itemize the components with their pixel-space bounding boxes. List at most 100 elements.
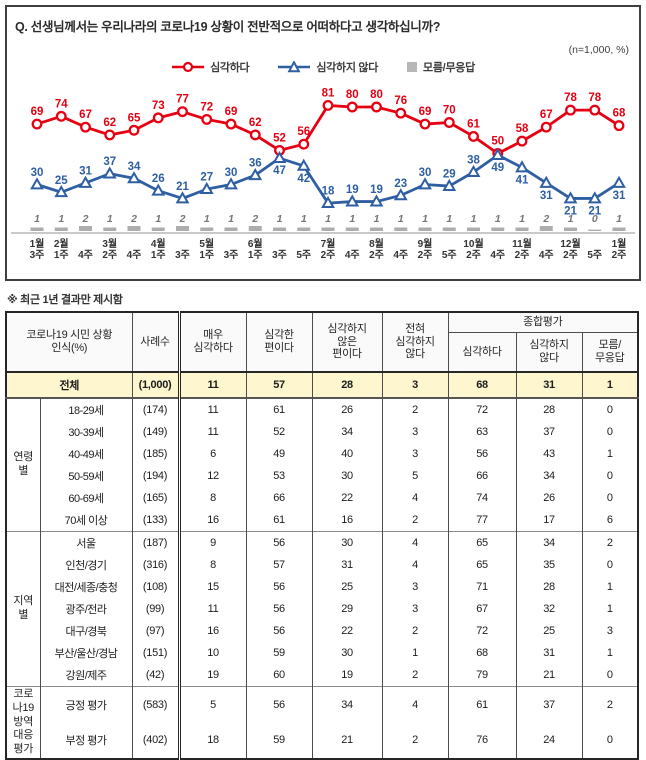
row-value: 53 [245,465,313,487]
svg-text:1월: 1월 [612,238,627,250]
row-value: 25 [515,620,583,642]
header-somewhat-serious: 심각한 편이다 [245,311,313,372]
svg-text:77: 77 [176,94,189,106]
row-value: 16 [177,620,247,642]
header-respondent-category: 코로나19 시민 상황 인식(%) [5,311,133,372]
header-cases: 사례수 [131,311,180,372]
svg-text:2주: 2주 [515,249,530,261]
svg-text:3주: 3주 [272,249,287,261]
svg-text:3주: 3주 [175,249,190,261]
svg-text:30: 30 [31,167,44,179]
row-value: 26 [515,487,583,509]
row-label: 60-69세 [39,487,133,509]
row-value: 52 [245,421,313,443]
row-value: 22 [311,620,383,642]
row-value: 65 [447,554,517,576]
row-value: 61 [245,397,313,421]
row-cases: (97) [131,620,180,642]
svg-text:4주: 4주 [490,249,505,261]
series-serious-points: 69 74 67 62 65 73 77 72 69 62 52 56 81 80 80 76 69 70 61 50… [31,87,626,159]
svg-text:30: 30 [225,167,238,179]
row-value: 76 [447,722,517,759]
row-value: 56 [245,620,313,642]
svg-text:52: 52 [273,132,286,144]
svg-text:47: 47 [273,165,286,177]
svg-text:37: 37 [103,156,116,168]
row-value: 77 [447,509,517,532]
series-not-serious-points: 30 25 31 37 34 26 21 27 30 36 47 42 18 19 19 23 30 29 38 49… [30,147,626,217]
svg-text:1: 1 [349,213,355,225]
svg-text:2: 2 [130,213,137,225]
svg-text:31: 31 [540,190,553,202]
row-cases: (151) [131,642,180,664]
svg-text:1주: 1주 [151,249,166,261]
svg-text:4주: 4주 [539,249,554,261]
row-label: 인천/경기 [39,554,133,576]
row-value: 66 [245,487,313,509]
row-value: 67 [447,598,517,620]
row-value: 56 [245,686,313,723]
row-value: 34 [515,465,583,487]
table-row: 70세 이상 (133) 16 61 16 2 77 17 6 [6,509,639,532]
row-value: 0 [581,397,639,421]
svg-text:4주: 4주 [345,249,360,261]
row-value: 1 [381,642,449,664]
svg-text:80: 80 [370,89,383,101]
row-value: 37 [515,421,583,443]
table-row: 연령별 18-29세 (174) 11 61 26 2 72 28 0 [5,397,639,532]
legend-label-unknown: 모름/무응답 [423,62,475,74]
row-value: 4 [381,531,449,554]
svg-text:5주: 5주 [587,249,602,261]
row-value: 79 [447,664,517,687]
row-value: 8 [177,487,247,509]
row-value: 31 [515,642,583,664]
svg-text:1: 1 [398,213,404,225]
svg-text:1: 1 [34,213,40,225]
svg-text:1: 1 [107,213,113,225]
svg-text:1: 1 [471,213,477,225]
svg-text:69: 69 [31,106,44,118]
row-value: 22 [311,487,383,509]
row-value: 5 [381,465,449,487]
header-summary-serious: 심각하다 [447,332,517,372]
row-cases: (187) [131,531,180,554]
svg-text:1: 1 [568,213,574,225]
row-value: 72 [447,397,517,421]
svg-text:12월: 12월 [560,238,580,250]
row-value: 2 [381,620,449,642]
row-value: 71 [447,576,517,598]
row-value: 3 [581,620,639,642]
total-value: 11 [177,371,247,399]
svg-text:1: 1 [277,213,283,225]
row-value: 5 [177,686,247,723]
row-value: 2 [381,509,449,532]
row-value: 56 [245,576,313,598]
svg-text:69: 69 [225,106,238,118]
row-cases: (149) [131,421,180,443]
row-value: 2 [381,397,449,421]
row-value: 17 [515,509,583,532]
row-value: 74 [447,487,517,509]
total-value: 28 [311,371,383,399]
svg-text:1: 1 [301,213,307,225]
table-row: 광주/전라 (99) 11 56 29 3 67 32 1 [6,598,639,620]
svg-text:61: 61 [467,118,480,130]
svg-text:62: 62 [103,117,116,129]
svg-text:0: 0 [592,213,598,225]
row-value: 34 [515,531,583,554]
svg-text:4주: 4주 [393,249,408,261]
svg-text:2: 2 [82,213,89,225]
total-value: 68 [447,371,517,399]
svg-text:1: 1 [616,213,622,225]
svg-text:81: 81 [322,87,335,99]
svg-text:80: 80 [346,89,359,101]
row-label: 부산/울산/경남 [39,642,133,664]
group-label: 코로나19 방역 대응평가 [5,685,41,759]
table-row: 40-49세 (185) 6 49 40 3 56 43 1 [6,443,639,465]
svg-text:38: 38 [467,155,480,167]
svg-text:72: 72 [200,101,213,113]
svg-text:65: 65 [128,112,141,124]
svg-text:1: 1 [519,213,525,225]
